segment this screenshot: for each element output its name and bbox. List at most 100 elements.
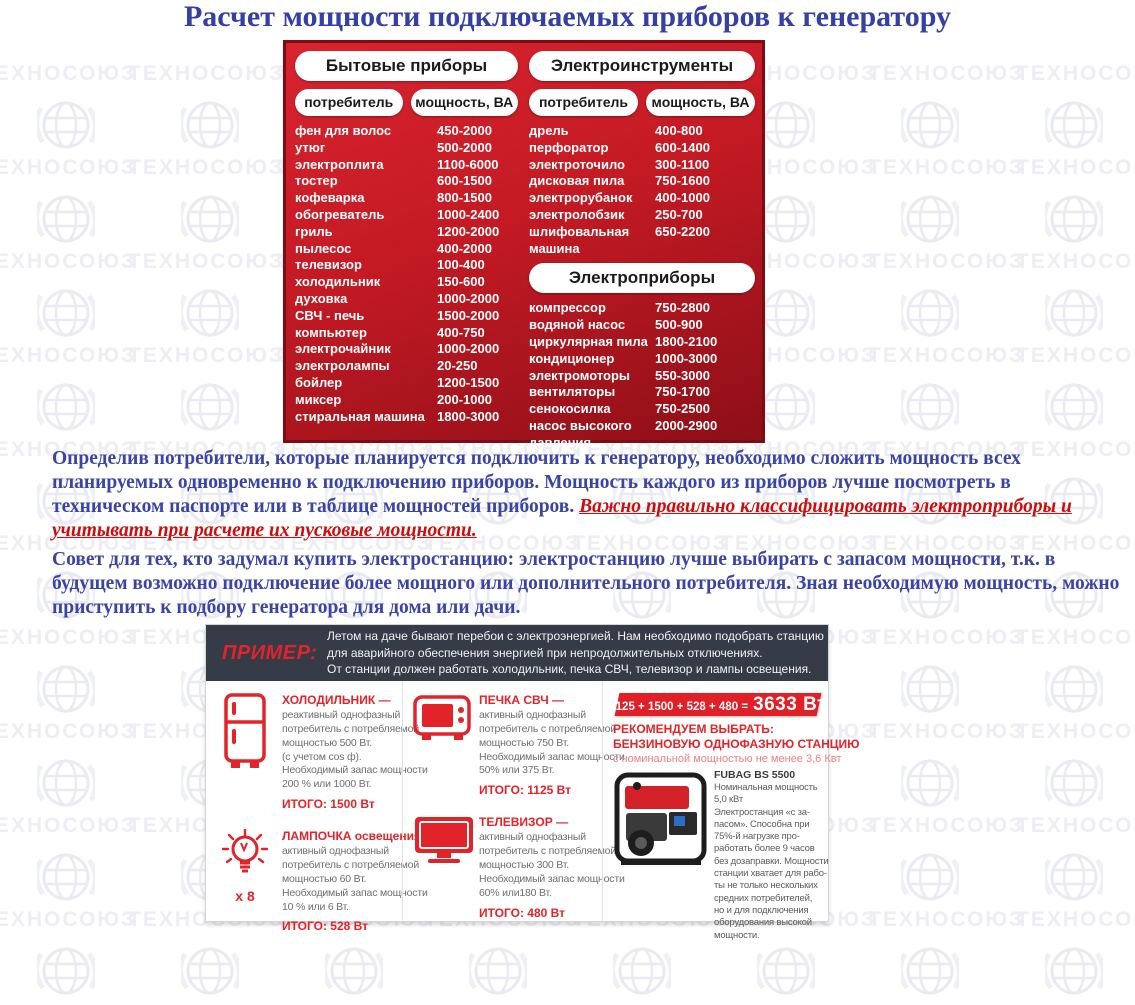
fridge-block: ХОЛОДИЛЬНИК — реактивный однофазный потре… <box>216 693 428 811</box>
appliance-spec-line: потребитель с потребляемой <box>282 722 419 735</box>
watermark-globe-icon <box>1042 754 1106 817</box>
consumer-name: кофеварка <box>295 190 365 206</box>
power-range: 1500-2000 <box>437 307 500 323</box>
sum-formula: 1125 + 1500 + 528 + 480 = <box>609 700 748 713</box>
table-row: электрорубанок 400-1000 <box>529 190 755 207</box>
watermark-globe-icon <box>178 942 242 1005</box>
watermark-brand-text: ТЕХНОСОЮЗ <box>1016 814 1135 837</box>
power-range: 250-700 <box>655 206 703 222</box>
power-range: 1000-2000 <box>437 341 500 357</box>
table-row: циркулярная пила 1800-2100 <box>529 334 755 351</box>
watermark-globe-icon <box>178 190 242 253</box>
generator-desc-line: Электростанция «с за- <box>714 806 810 818</box>
table-row: пылесос 400-2000 <box>295 241 518 258</box>
consumer-name: компьютер <box>295 324 367 340</box>
household-column-headers: потребитель мощность, ВА <box>295 89 518 116</box>
electric-appliances-header: Электроприборы <box>529 263 755 294</box>
microwave-icon <box>413 693 471 797</box>
power-range: 750-1600 <box>655 173 710 189</box>
table-row: насос высокого давления 2000-2900 <box>529 418 755 452</box>
generator-desc-line: ты не только нескольких <box>714 880 818 892</box>
appliance-spec-line: мощностью 500 Вт. <box>282 736 372 749</box>
consumer-name: водяной насос <box>529 317 626 333</box>
power-range: 1200-2000 <box>437 223 500 239</box>
watermark-globe-icon <box>1042 848 1106 911</box>
consumer-name: телевизор <box>295 257 362 273</box>
table-row: электролобзик 250-700 <box>529 207 755 224</box>
watermark-globe-icon <box>322 942 386 1005</box>
watermark-brand-text: ТЕХНОСОЮЗ <box>868 344 1025 367</box>
power-range: 1100-6000 <box>437 156 499 172</box>
consumer-name: духовка <box>295 290 348 306</box>
watermark-brand-text: ТЕХНОСОЮЗ <box>1016 344 1135 367</box>
power-range: 400-750 <box>437 324 485 340</box>
generator-desc-line: Номинальная мощность <box>714 782 818 793</box>
power-range: 750-1700 <box>655 384 710 400</box>
consumer-name: вентиляторы <box>529 384 616 400</box>
watermark-brand-text: ТЕХНОСОЮЗ <box>1016 720 1135 743</box>
watermark-globe-icon <box>34 378 98 441</box>
power-range: 200-1000 <box>437 391 492 407</box>
table-row: обогреватель 1000-2400 <box>295 207 518 224</box>
consumer-name: утюг <box>295 139 326 155</box>
table-row: дисковая пила 750-1600 <box>529 173 755 190</box>
household-header: Бытовые приборы <box>295 51 518 81</box>
consumer-name: дрель <box>529 123 569 138</box>
watermark-globe-icon <box>898 754 962 817</box>
table-row: сенокосилка 750-2500 <box>529 401 755 418</box>
tools-rows: дрель 400-800 перфоратор 600-1400 электроточ… <box>529 123 755 257</box>
example-intro-line: От станции должен работать холодильник, … <box>327 662 812 677</box>
power-range: 500-2000 <box>437 139 492 155</box>
watermark-brand-text: ТЕХНОСОЮЗ <box>868 814 1025 837</box>
tv-block: ТЕЛЕВИЗОР — активный однофазный потребите… <box>413 815 625 920</box>
watermark-globe-icon <box>898 96 962 159</box>
generator-desc-line: пасом». Способна при <box>714 818 810 830</box>
consumer-name: циркулярная пила <box>529 333 648 349</box>
power-range: 500-900 <box>655 317 703 333</box>
consumer-name: электролампы <box>295 358 390 374</box>
appliance-spec-line: потребитель с потребляемой <box>479 722 616 735</box>
table-row: кофеварка 800-1500 <box>295 190 518 207</box>
power-range: 1800-3000 <box>437 408 500 424</box>
power-tools-header: Электроинструменты <box>529 51 755 81</box>
watermark-globe-icon <box>898 190 962 253</box>
watermark-brand-text: ТЕХНОСОЮЗ <box>0 344 137 367</box>
example-header: ПРИМЕР: Летом на даче бывают перебои с э… <box>206 625 828 681</box>
consumer-name: бойлер <box>295 374 343 390</box>
watermark-globe-icon <box>34 284 98 347</box>
table-row: электроточило 300-1100 <box>529 157 755 174</box>
watermark-globe-icon <box>34 754 98 817</box>
power-range: 1000-2400 <box>437 206 500 222</box>
watermark-globe-icon <box>34 190 98 253</box>
watermark-globe-icon <box>754 96 818 159</box>
bulb-count-badge: х 8 <box>235 888 255 905</box>
watermark-globe-icon <box>1042 190 1106 253</box>
generator-desc-line: станции хватает для рабо- <box>714 868 827 880</box>
watermark-brand-text: ТЕХНОСОЮЗ <box>0 156 137 179</box>
watermark-brand-text: ТЕХНОСОЮЗ <box>0 626 137 649</box>
consumer-column-header: потребитель <box>295 89 403 116</box>
watermark-globe-icon <box>178 96 242 159</box>
consumer-name: насос высокого давления <box>529 417 632 450</box>
body-text: Определив потребители, которые планирует… <box>52 447 1127 625</box>
paragraph-1: Определив потребители, которые планирует… <box>52 447 1127 543</box>
watermark-globe-icon <box>610 942 674 1005</box>
generator-desc-line: работать более 9 часов <box>714 843 815 855</box>
power-range: 100-400 <box>437 257 485 273</box>
appliance-spec-line: мощностью 750 Вт. <box>479 736 569 749</box>
power-range: 650-2200 <box>655 223 710 239</box>
consumer-name: электроточило <box>529 156 625 172</box>
watermark-globe-icon <box>1042 96 1106 159</box>
electric-appliances-rows: компрессор 750-2800 водяной насос 500-900 ци… <box>529 300 755 451</box>
watermark-brand-text: ТЕХНОСОЮЗ <box>1016 156 1135 179</box>
example-label: ПРИМЕР: <box>222 641 318 664</box>
watermark-brand-text: ТЕХНОСОЮЗ <box>0 814 137 837</box>
power-range: 750-2500 <box>655 401 710 417</box>
watermark-brand-text: ТЕХНОСОЮЗ <box>0 250 137 273</box>
paragraph-2: Совет для тех, кто задумал купить электр… <box>52 548 1120 618</box>
consumer-name: фен для волос <box>295 123 392 138</box>
watermark-brand-text: ТЕХНОСОЮЗ <box>868 250 1025 273</box>
microwave-block: ПЕЧКА СВЧ — активный однофазный потребите… <box>413 693 625 797</box>
household-column: Бытовые приборы потребитель мощность, ВА… <box>295 51 518 425</box>
watermark-globe-icon <box>34 96 98 159</box>
